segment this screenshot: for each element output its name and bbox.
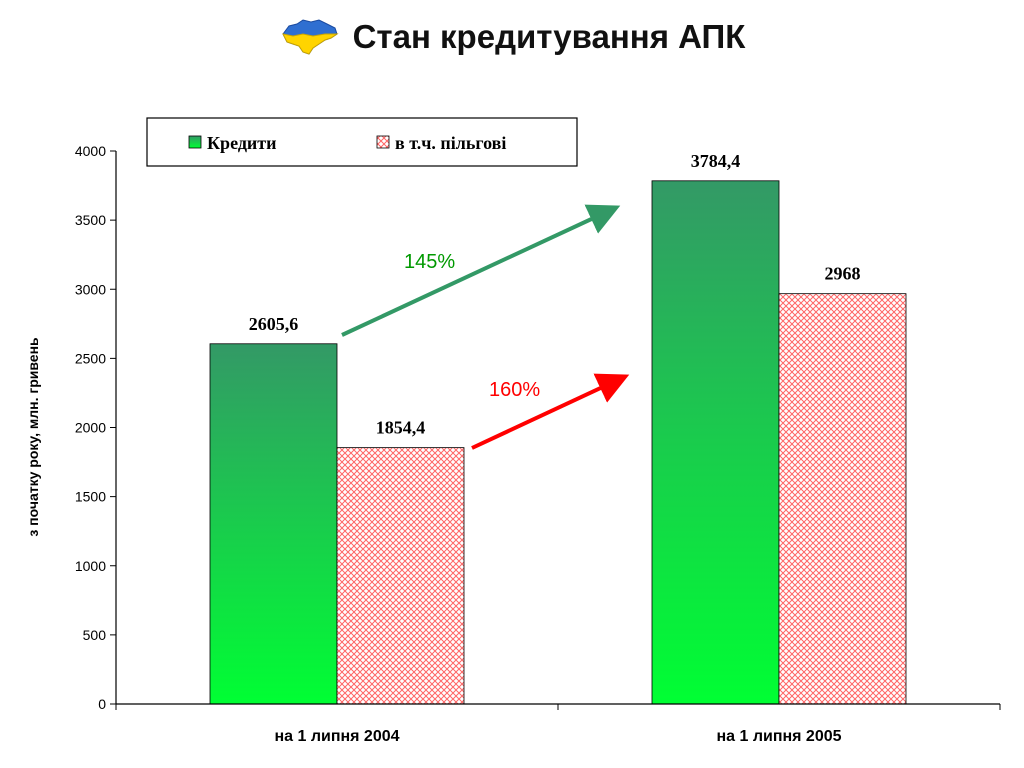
y-tick-label: 1500 <box>75 489 106 505</box>
legend-swatch-credits <box>188 135 202 149</box>
legend-label-credits: Кредити <box>207 133 277 153</box>
page-title: Стан кредитування АПК <box>352 18 746 55</box>
legend-label-preferential: в т.ч. пільгові <box>395 133 506 153</box>
x-category-label: на 1 липня 2004 <box>274 728 399 745</box>
bar-preferential <box>336 447 465 705</box>
y-tick-label: 0 <box>98 696 106 712</box>
ukraine-map-icon <box>281 19 339 55</box>
x-category-label: на 1 липня 2005 <box>716 728 841 745</box>
bar-credits <box>209 343 338 705</box>
y-tick-label: 2000 <box>75 420 106 436</box>
data-label-preferential: 1854,4 <box>376 418 426 438</box>
y-axis-label: з початку року, млн. гривень <box>25 337 41 537</box>
growth-label-credits: 145% <box>404 251 455 273</box>
legend: Кредити в т.ч. пільгові <box>146 117 578 167</box>
data-label-preferential: 2968 <box>825 264 861 284</box>
y-tick-label: 2500 <box>75 350 106 366</box>
legend-swatch-preferential <box>376 135 390 149</box>
y-tick-label: 500 <box>83 627 107 643</box>
title-area: Стан кредитування АПК <box>0 14 1024 60</box>
growth-label-preferential: 160% <box>489 379 540 401</box>
growth-arrow-credits <box>341 204 621 337</box>
data-label-credits: 3784,4 <box>691 151 741 171</box>
y-tick-label: 3500 <box>75 212 106 228</box>
growth-arrow-preferential <box>471 373 630 450</box>
y-tick-label: 3000 <box>75 281 106 297</box>
bar-credits <box>651 180 780 705</box>
bar-preferential <box>778 293 907 705</box>
data-label-credits: 2605,6 <box>249 314 299 334</box>
y-tick-label: 1000 <box>75 558 106 574</box>
y-tick-label: 4000 <box>75 143 106 159</box>
